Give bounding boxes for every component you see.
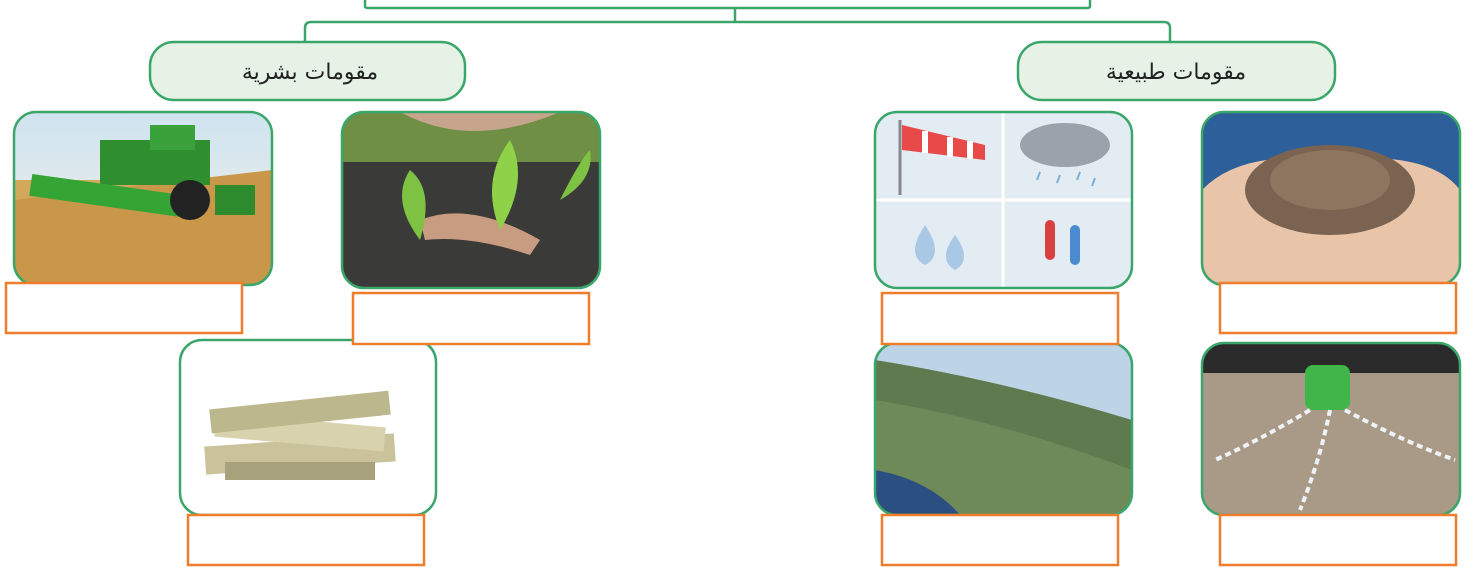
branch-label: مقومات طبيعية <box>1106 60 1246 85</box>
image-money <box>180 340 436 515</box>
answer-box[interactable] <box>353 293 589 344</box>
branch-natural: مقومات طبيعية <box>1018 42 1335 100</box>
branch-human: مقومات بشرية <box>150 42 465 100</box>
connectors <box>305 0 1170 42</box>
image-planting <box>342 112 600 288</box>
branch-label: مقومات بشرية <box>242 60 378 85</box>
worksheet: مقومات بشرية مقومات طبيعية <box>0 0 1477 570</box>
answer-box[interactable] <box>6 283 242 333</box>
answer-box[interactable] <box>882 293 1118 344</box>
image-sprinkler <box>1202 343 1460 515</box>
image-soil <box>1202 112 1460 285</box>
answer-box[interactable] <box>188 515 424 565</box>
image-harvester <box>14 112 272 285</box>
image-weather <box>875 112 1132 288</box>
answer-box[interactable] <box>1220 283 1456 333</box>
answer-box[interactable] <box>882 515 1118 565</box>
answer-box[interactable] <box>1220 515 1456 565</box>
image-landscape <box>875 343 1132 515</box>
